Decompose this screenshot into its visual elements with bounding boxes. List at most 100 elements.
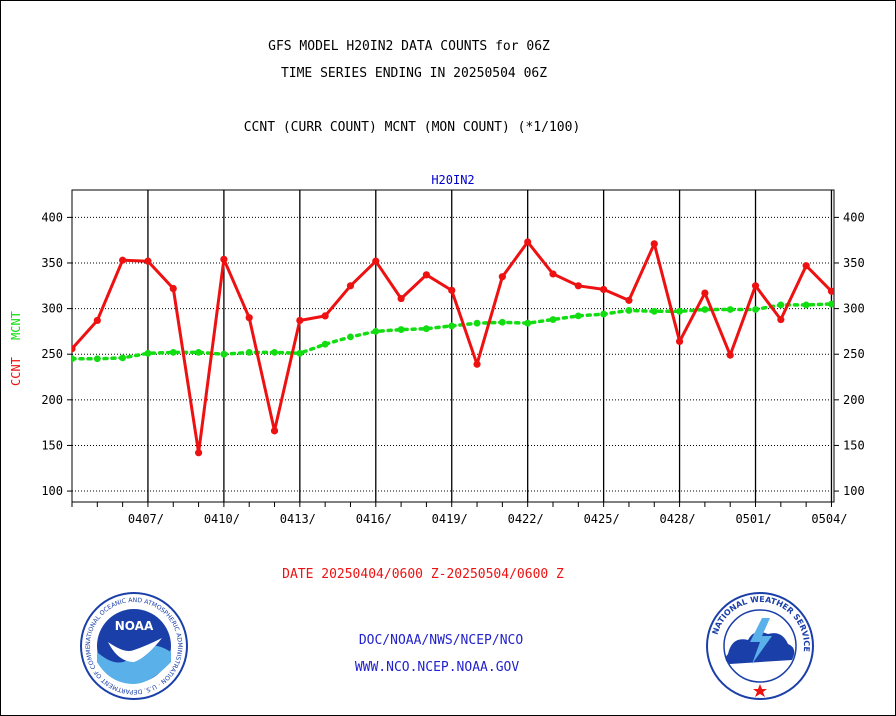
- data-point-ccnt: [372, 257, 380, 265]
- data-point-ccnt: [422, 271, 431, 279]
- data-point-mcnt: [549, 316, 557, 323]
- data-point-mcnt: [144, 349, 152, 357]
- data-point-mcnt: [321, 340, 329, 348]
- plot-area-border: [71, 189, 835, 503]
- data-point-ccnt: [549, 270, 557, 278]
- x-tick-label: 0410/: [204, 512, 240, 526]
- data-point-mcnt: [676, 307, 683, 315]
- data-point-ccnt: [93, 316, 101, 325]
- series-group: [72, 238, 834, 457]
- data-point-ccnt: [245, 314, 253, 322]
- data-point-ccnt: [220, 255, 228, 263]
- data-point-mcnt: [625, 307, 633, 314]
- y-axis-label-mcnt: MCNT: [9, 311, 23, 340]
- data-point-mcnt: [777, 301, 785, 309]
- data-point-mcnt: [423, 325, 430, 333]
- data-point-ccnt: [397, 294, 405, 303]
- data-point-ccnt: [498, 273, 506, 281]
- data-point-ccnt: [448, 286, 456, 294]
- data-point-mcnt: [245, 348, 253, 356]
- data-point-mcnt: [169, 348, 177, 356]
- data-point-ccnt: [726, 351, 734, 359]
- data-point-mcnt: [119, 354, 127, 362]
- data-point-ccnt: [827, 287, 834, 295]
- y-axis-label-ccnt: CCNT: [9, 357, 23, 386]
- y-tick-label-left: 400: [41, 210, 63, 224]
- data-point-ccnt: [574, 282, 582, 290]
- data-point-mcnt: [220, 350, 228, 358]
- data-point-ccnt: [675, 337, 684, 346]
- data-point-ccnt: [270, 427, 279, 435]
- x-tick-label: 0413/: [280, 512, 316, 526]
- website-label: WWW.NCO.NCEP.NOAA.GOV: [354, 660, 520, 675]
- x-tick-label: 0422/: [508, 512, 544, 526]
- data-point-mcnt: [271, 348, 278, 356]
- y-tick-label-right: 250: [843, 347, 865, 361]
- data-point-ccnt: [119, 256, 127, 264]
- data-point-ccnt: [194, 449, 203, 457]
- data-point-mcnt: [701, 306, 709, 313]
- data-point-mcnt: [574, 312, 582, 320]
- data-point-mcnt: [93, 355, 101, 363]
- y-tick-label-left: 300: [41, 302, 63, 316]
- noaa-logo-label: NOAA: [115, 619, 154, 633]
- data-point-mcnt: [752, 306, 759, 313]
- y-tick-label-right: 400: [843, 210, 865, 224]
- chart-title: GFS MODEL H20IN2 DATA COUNTS for 06Z: [268, 39, 550, 54]
- data-point-ccnt: [72, 345, 76, 353]
- x-tick-label: 0428/: [660, 512, 696, 526]
- org-label: DOC/NOAA/NWS/NCEP/NCO: [358, 633, 524, 648]
- data-point-mcnt: [72, 355, 76, 363]
- x-tick-label: 0419/: [432, 512, 468, 526]
- data-point-ccnt: [169, 284, 177, 293]
- data-point-mcnt: [372, 328, 380, 335]
- data-point-mcnt: [347, 333, 354, 341]
- data-point-mcnt: [448, 322, 456, 330]
- data-point-ccnt: [802, 262, 810, 270]
- date-range-label: DATE 20250404/0600 Z-20250504/0600 Z: [282, 567, 564, 582]
- data-point-ccnt: [321, 312, 329, 320]
- data-point-ccnt: [473, 360, 481, 368]
- chart-series-description: CCNT (CURR COUNT) MCNT (MON COUNT) (*1/1…: [243, 120, 581, 135]
- chart-subtitle-time: TIME SERIES ENDING IN 20250504 06Z: [280, 66, 548, 81]
- data-point-ccnt: [346, 282, 355, 290]
- data-point-mcnt: [802, 301, 810, 309]
- data-point-mcnt: [498, 318, 506, 326]
- data-point-ccnt: [650, 240, 658, 248]
- y-tick-label-right: 200: [843, 393, 865, 407]
- data-point-mcnt: [473, 319, 481, 327]
- data-point-ccnt: [701, 289, 709, 297]
- y-tick-label-left: 200: [41, 393, 63, 407]
- x-tick-label: 0425/: [584, 512, 620, 526]
- data-point-ccnt: [296, 316, 304, 325]
- y-tick-label-left: 350: [41, 256, 63, 270]
- data-point-mcnt: [195, 348, 202, 356]
- data-point-mcnt: [828, 300, 834, 308]
- y-tick-label-left: 150: [41, 438, 63, 452]
- panel-title: H20IN2: [431, 173, 474, 187]
- x-tick-label: 0416/: [356, 512, 392, 526]
- x-tick-label: 0407/: [128, 512, 164, 526]
- y-tick-label-right: 100: [843, 484, 865, 498]
- y-tick-label-left: 100: [41, 484, 63, 498]
- y-tick-label-left: 250: [41, 347, 63, 361]
- data-point-ccnt: [600, 285, 608, 294]
- data-point-ccnt: [777, 315, 785, 324]
- data-point-ccnt: [751, 282, 760, 290]
- y-tick-label-right: 150: [843, 438, 865, 452]
- data-point-mcnt: [397, 326, 405, 333]
- data-point-ccnt: [625, 296, 633, 304]
- x-tick-label: 0501/: [735, 512, 771, 526]
- y-tick-label-right: 300: [843, 302, 865, 316]
- nws-logo: NATIONAL WEATHER SERVICE: [706, 592, 814, 700]
- noaa-logo: NOAA NATIONAL OCEANIC AND ATMOSPHERIC AD…: [80, 592, 188, 700]
- x-tick-label: 0504/: [811, 512, 847, 526]
- data-point-ccnt: [524, 238, 532, 246]
- data-point-mcnt: [600, 310, 608, 318]
- data-point-ccnt: [144, 257, 152, 265]
- data-point-mcnt: [296, 349, 304, 357]
- data-point-mcnt: [524, 319, 532, 327]
- data-point-mcnt: [650, 307, 658, 315]
- y-tick-label-right: 350: [843, 256, 865, 270]
